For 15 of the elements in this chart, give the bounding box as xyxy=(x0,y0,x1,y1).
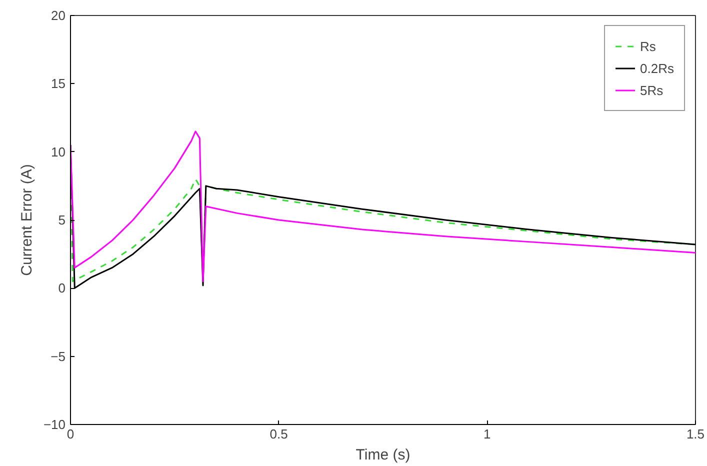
x-tick-label: 1 xyxy=(484,426,491,442)
y-tick-label: −10 xyxy=(43,417,66,432)
y-axis-title: Current Error (A) xyxy=(18,164,36,276)
y-tick-label: 10 xyxy=(51,144,66,160)
y-tick-label: 20 xyxy=(51,8,66,23)
legend-label: 0.2Rs xyxy=(640,60,674,76)
x-tick-label: 1.5 xyxy=(686,426,705,442)
y-tick-label: −5 xyxy=(50,348,66,364)
x-axis-title: Time (s) xyxy=(356,446,410,464)
legend-label: Rs xyxy=(640,38,657,54)
y-tick-label: 15 xyxy=(51,76,66,92)
x-tick-label: 0.5 xyxy=(270,426,288,442)
y-tick-label: 0 xyxy=(58,280,66,296)
y-tick-label: 5 xyxy=(58,212,66,228)
legend-label: 5Rs xyxy=(640,82,664,98)
